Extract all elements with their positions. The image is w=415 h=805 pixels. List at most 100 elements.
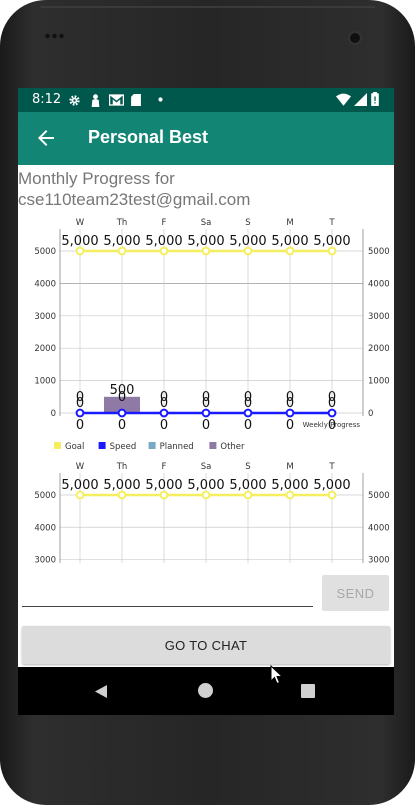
data-label-goal: 5,000 — [313, 234, 350, 249]
data-label-goal: 5,000 — [145, 478, 182, 493]
dot-icon — [158, 97, 163, 102]
point-goal — [201, 490, 211, 500]
chart-legend: Goal Speed Planned Other — [54, 442, 245, 452]
back-triangle-icon[interactable] — [94, 684, 108, 699]
y-tick-label: 0 — [51, 409, 56, 419]
point-speed — [159, 408, 169, 418]
legend-label-speed: Speed — [110, 442, 137, 452]
y-tick-label: 5000 — [368, 491, 390, 501]
mouse-cursor-icon — [270, 665, 284, 685]
point-goal — [327, 246, 337, 256]
point-goal — [117, 246, 127, 256]
person-icon — [91, 94, 100, 107]
y-tick-label: 1000 — [34, 377, 56, 387]
data-label-goal: 5,000 — [103, 234, 140, 249]
legend-swatch-goal — [54, 442, 61, 449]
x-tick-label: Sa — [201, 218, 212, 228]
x-tick-labels: W Th F Sa S M T — [76, 462, 336, 472]
x-tick-label: W — [76, 218, 85, 228]
device-screen: 8:12 Personal Best — [18, 88, 394, 715]
y-tick-label: 4000 — [368, 279, 390, 289]
data-label-planned: 0 — [202, 390, 210, 405]
legend-label-other: Other — [220, 442, 245, 452]
point-speed — [285, 408, 295, 418]
y-tick-labels-left: 3000 4000 5000 — [34, 491, 56, 566]
point-goal — [243, 246, 253, 256]
y-tick-labels-right: 3000 4000 5000 — [368, 491, 390, 566]
y-tick-label: 5000 — [34, 491, 56, 501]
x-tick-label: F — [162, 462, 167, 472]
y-tick-labels-left: 0 1000 2000 3000 4000 5000 — [34, 247, 56, 419]
go-to-chat-button[interactable]: GO TO CHAT — [22, 626, 390, 664]
bar-other — [104, 396, 140, 413]
point-goal — [75, 490, 85, 500]
data-label-speed: 0 — [286, 418, 294, 433]
y-tick-labels-right: 0 1000 2000 3000 4000 5000 — [368, 247, 390, 419]
x-tick-label: M — [286, 218, 293, 228]
data-label-speed: 0 — [244, 418, 252, 433]
data-label-planned: 0 — [160, 390, 168, 405]
point-goal — [285, 490, 295, 500]
status-time: 8:12 — [32, 92, 62, 107]
gear-icon — [69, 95, 80, 106]
point-speed — [243, 408, 253, 418]
wifi-icon — [336, 93, 351, 106]
monthly-progress-title: Monthly Progress for cse110team23test@gm… — [18, 169, 251, 209]
data-label-planned: 0 — [244, 390, 252, 405]
x-tick-label: T — [328, 462, 335, 472]
y-tick-label: 0 — [368, 409, 373, 419]
data-label-goal: 5,000 — [271, 478, 308, 493]
speaker-grille — [44, 32, 66, 40]
y-tick-label: 2000 — [368, 344, 390, 354]
x-tick-label: F — [162, 218, 167, 228]
data-label-speed: 0 — [76, 418, 84, 433]
data-label-goal: 5,000 — [61, 234, 98, 249]
data-label-goal: 5,000 — [61, 478, 98, 493]
data-label-goal: 5,000 — [187, 234, 224, 249]
point-goal — [159, 490, 169, 500]
point-goal — [159, 246, 169, 256]
chart-description: Weekly Progress — [303, 421, 361, 429]
legend-swatch-other — [209, 442, 217, 449]
gmail-icon — [109, 94, 124, 106]
legend-swatch-speed — [98, 442, 106, 449]
arrow-back-icon[interactable] — [34, 126, 58, 150]
data-label-planned: 0 — [118, 390, 126, 405]
home-circle-icon[interactable] — [198, 683, 213, 698]
data-label-speed: 0 — [118, 418, 126, 433]
legend-label-goal: Goal — [65, 442, 84, 452]
point-speed — [117, 408, 127, 418]
y-tick-label: 4000 — [34, 279, 56, 289]
point-goal — [75, 246, 85, 256]
data-label-planned: 0 — [328, 390, 336, 405]
line-series — [75, 246, 337, 418]
app-title: Personal Best — [88, 127, 209, 147]
point-speed — [75, 408, 85, 418]
recents-square-icon[interactable] — [301, 684, 315, 698]
y-tick-label: 3000 — [34, 312, 56, 322]
data-label-speed: 0 — [328, 418, 336, 433]
app-bar: Personal Best — [18, 112, 394, 165]
data-label-other: 0 — [202, 396, 210, 411]
send-button[interactable]: SEND — [322, 575, 389, 611]
data-label-goal: 5,000 — [145, 234, 182, 249]
y-tick-label: 5000 — [368, 247, 390, 257]
y-tick-label: 4000 — [34, 523, 56, 533]
point-speed — [327, 408, 337, 418]
x-tick-label: S — [245, 218, 250, 228]
data-label-speed: 0 — [160, 418, 168, 433]
data-label-speed: 0 — [202, 418, 210, 433]
y-tick-label: 3000 — [368, 312, 390, 322]
message-input[interactable] — [22, 571, 313, 607]
point-goal — [327, 490, 337, 500]
y-tick-label: 5000 — [34, 247, 56, 257]
point-goal — [201, 246, 211, 256]
y-tick-label: 3000 — [368, 556, 390, 566]
x-tick-labels: W Th F Sa S M T — [76, 218, 336, 228]
x-tick-label: W — [76, 462, 85, 472]
x-tick-label: Sa — [201, 462, 212, 472]
y-tick-label: 2000 — [34, 344, 56, 354]
data-label-other: 0 — [160, 396, 168, 411]
signal-icon — [354, 93, 367, 106]
